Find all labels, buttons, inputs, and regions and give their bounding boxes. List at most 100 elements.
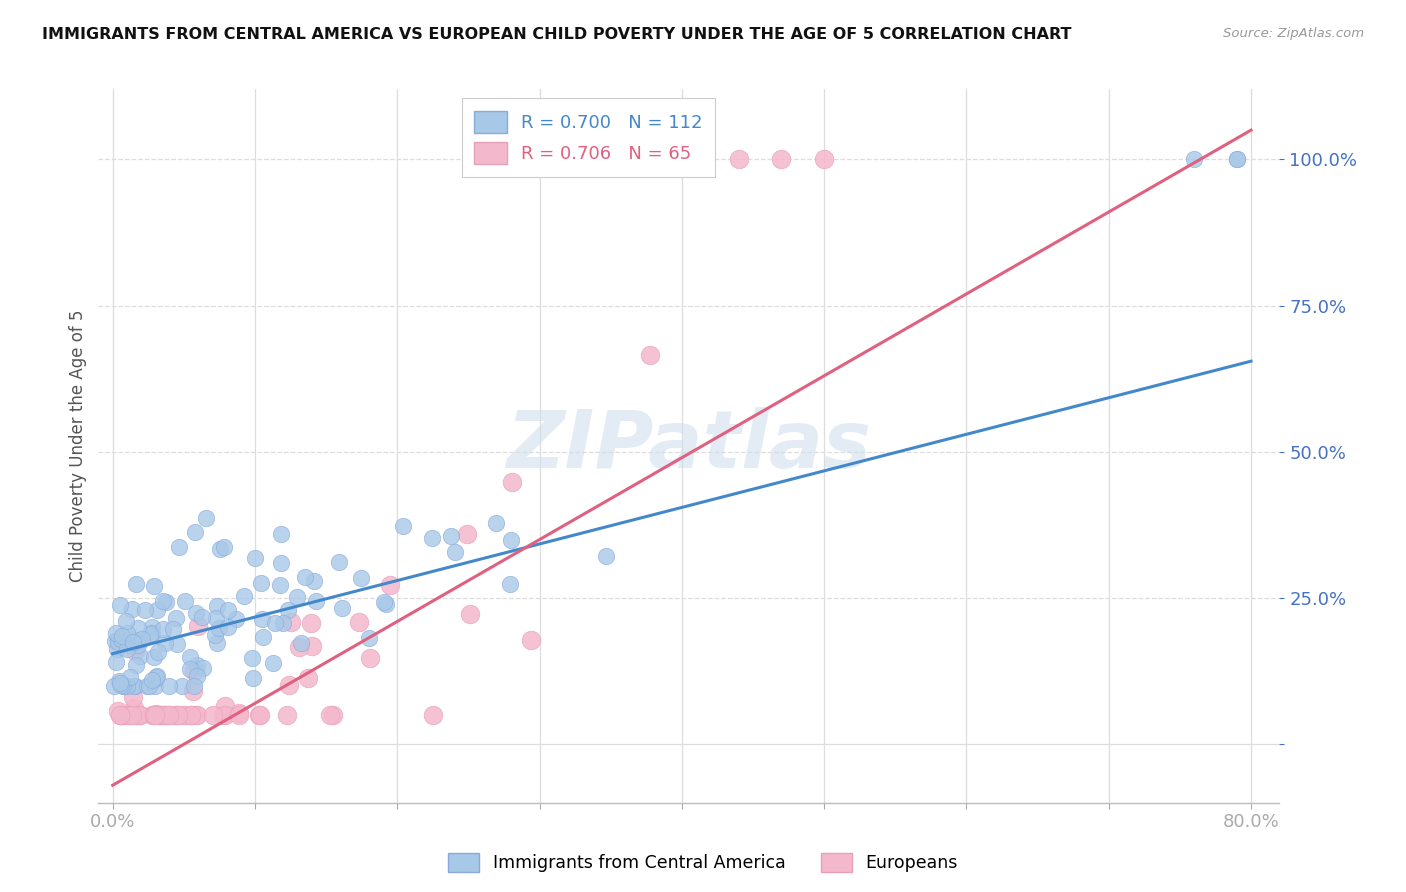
Point	[207, 636, 229, 650]
Point	[374, 597, 396, 611]
Point	[294, 570, 316, 584]
Point	[105, 626, 128, 640]
Point	[141, 626, 163, 640]
Point	[217, 620, 239, 634]
Point	[501, 475, 523, 489]
Point	[122, 679, 145, 693]
Point	[297, 671, 319, 685]
Point	[184, 708, 207, 723]
Point	[138, 679, 160, 693]
Point	[110, 708, 132, 723]
Point	[162, 623, 184, 637]
Point	[208, 621, 231, 635]
Point	[212, 708, 235, 723]
Point	[186, 657, 208, 672]
Point	[813, 153, 835, 167]
Point	[1226, 153, 1249, 167]
Point	[145, 707, 167, 722]
Point	[141, 673, 163, 687]
Point	[108, 708, 131, 723]
Point	[166, 708, 188, 723]
Point	[485, 516, 508, 530]
Legend: R = 0.700   N = 112, R = 0.706   N = 65: R = 0.700 N = 112, R = 0.706 N = 65	[461, 98, 716, 177]
Point	[107, 632, 129, 647]
Point	[179, 649, 201, 664]
Point	[392, 518, 415, 533]
Point	[163, 708, 186, 723]
Point	[232, 589, 254, 603]
Point	[118, 708, 141, 723]
Point	[378, 577, 401, 591]
Point	[110, 632, 132, 647]
Point	[103, 679, 125, 693]
Point	[110, 678, 132, 692]
Text: ZIPatlas: ZIPatlas	[506, 407, 872, 485]
Point	[1182, 153, 1205, 167]
Point	[357, 631, 380, 645]
Point	[129, 708, 152, 723]
Point	[520, 633, 543, 648]
Point	[360, 651, 382, 665]
Point	[174, 708, 197, 723]
Point	[456, 527, 478, 541]
Point	[440, 529, 463, 543]
Point	[186, 669, 208, 683]
Point	[280, 615, 302, 629]
Point	[143, 708, 166, 723]
Point	[277, 678, 299, 692]
Point	[180, 708, 202, 723]
Point	[214, 699, 236, 714]
Point	[638, 349, 661, 363]
Point	[127, 621, 149, 635]
Point	[166, 637, 188, 651]
Point	[170, 708, 193, 723]
Point	[157, 708, 180, 723]
Point	[271, 616, 294, 631]
Point	[228, 706, 250, 721]
Point	[152, 622, 174, 636]
Point	[112, 679, 135, 693]
Point	[186, 708, 208, 723]
Point	[108, 675, 131, 690]
Point	[499, 576, 522, 591]
Point	[205, 610, 228, 624]
Point	[107, 634, 129, 648]
Point	[243, 550, 266, 565]
Point	[195, 511, 218, 525]
Point	[217, 603, 239, 617]
Point	[262, 657, 284, 671]
Point	[112, 679, 135, 693]
Point	[146, 708, 169, 723]
Point	[122, 701, 145, 715]
Point	[150, 708, 173, 723]
Point	[104, 655, 127, 669]
Point	[127, 638, 149, 652]
Point	[301, 639, 323, 653]
Point	[141, 708, 163, 723]
Point	[270, 527, 292, 541]
Point	[727, 153, 749, 167]
Point	[214, 708, 236, 723]
Point	[170, 679, 193, 693]
Point	[247, 708, 270, 723]
Point	[299, 615, 322, 630]
Point	[155, 708, 177, 723]
Point	[250, 576, 273, 591]
Point	[187, 619, 209, 633]
Point	[115, 626, 138, 640]
Point	[114, 708, 136, 723]
Point	[118, 670, 141, 684]
Point	[139, 626, 162, 640]
Point	[127, 632, 149, 647]
Point	[422, 708, 444, 723]
Point	[108, 708, 131, 723]
Point	[183, 664, 205, 678]
Point	[121, 602, 143, 616]
Point	[183, 679, 205, 693]
Point	[128, 708, 150, 723]
Point	[134, 603, 156, 617]
Point	[373, 595, 395, 609]
Point	[184, 524, 207, 539]
Point	[111, 708, 134, 723]
Point	[330, 601, 353, 615]
